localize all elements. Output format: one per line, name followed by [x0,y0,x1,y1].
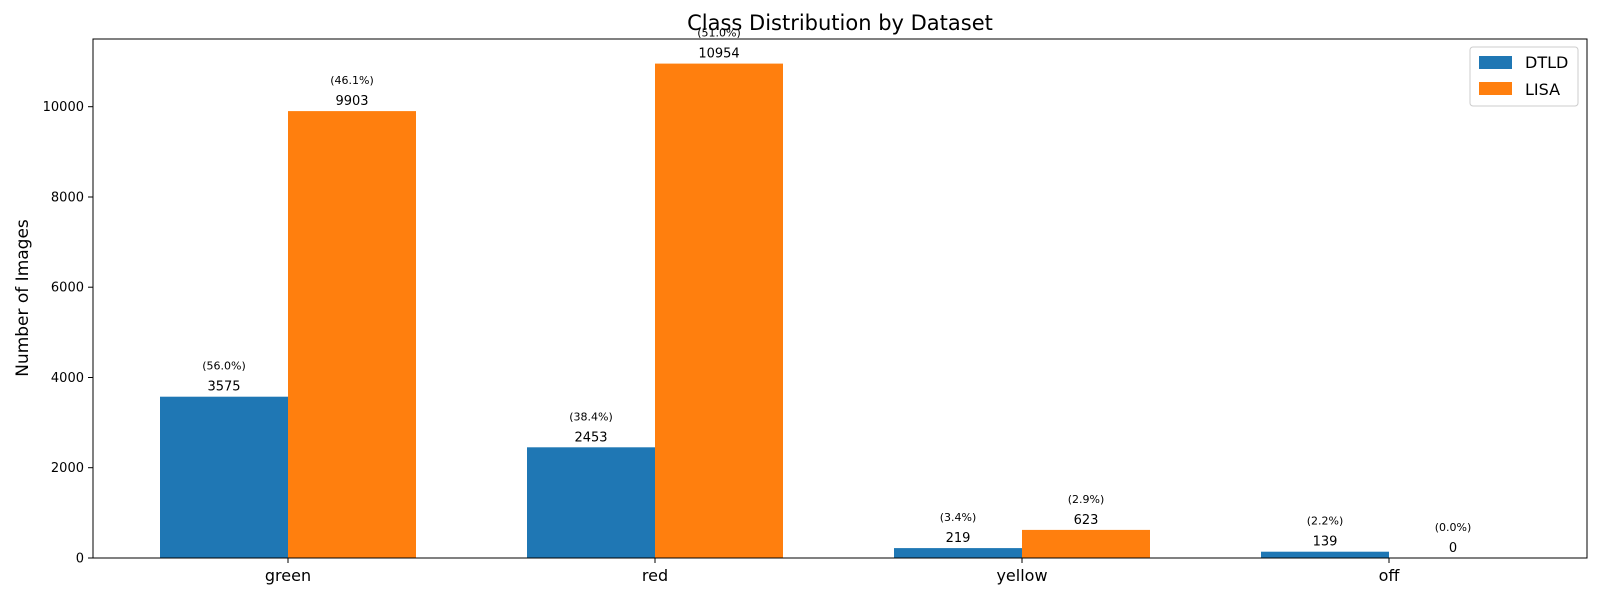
bar-dtld-red [527,447,655,558]
y-tick-label-10000: 10000 [43,100,84,115]
legend-swatch-lisa [1479,82,1512,95]
percent-label-lisa-off: (0.0%) [1435,521,1472,534]
percent-label-lisa-red: (51.0%) [697,27,741,40]
bar-dtld-yellow [894,548,1022,558]
value-label-dtld-yellow: 219 [946,531,971,546]
x-tick-label-yellow: yellow [996,566,1047,585]
legend-swatch-dtld [1479,56,1512,69]
percent-label-lisa-yellow: (2.9%) [1068,493,1105,506]
y-tick-label-8000: 8000 [51,191,84,206]
bar-lisa-red [655,63,783,558]
percent-label-dtld-off: (2.2%) [1307,515,1344,528]
bars-group [160,63,1389,558]
value-label-lisa-yellow: 623 [1074,513,1099,528]
bar-labels-group: 3575 (56.0%) 2453 (38.4%) 219 (3.4%) 139 (2.2%)… [202,27,1471,556]
y-tick-label-6000: 6000 [51,281,84,296]
percent-label-lisa-green: (46.1%) [330,74,374,87]
value-label-dtld-green: 3575 [207,380,240,395]
x-tick-label-green: green [265,566,311,585]
chart-title: Class Distribution by Dataset [687,11,993,35]
x-tick-label-off: off [1379,566,1401,585]
bar-lisa-yellow [1022,529,1150,558]
x-tick-label-red: red [642,566,668,585]
percent-label-dtld-red: (38.4%) [569,410,613,423]
y-tick-label-2000: 2000 [51,461,84,476]
bar-lisa-green [288,111,416,558]
y-axis: 0 2000 4000 6000 8000 10000 [43,100,93,567]
y-axis-label: Number of Images [13,219,33,377]
percent-label-dtld-green: (56.0%) [202,360,246,373]
y-tick-label-4000: 4000 [51,371,84,386]
legend-label-dtld: DTLD [1525,53,1568,72]
value-label-lisa-green: 9903 [335,94,368,109]
x-axis: green red yellow off [265,558,1400,585]
percent-label-dtld-yellow: (3.4%) [940,511,977,524]
value-label-lisa-red: 10954 [698,47,739,62]
legend: DTLD LISA [1469,46,1579,107]
value-label-lisa-off: 0 [1449,541,1457,556]
bar-dtld-off [1261,551,1389,558]
legend-label-lisa: LISA [1525,80,1560,99]
plot-area-frame [92,38,1588,559]
y-tick-label-0: 0 [76,552,84,567]
bar-dtld-green [160,396,288,558]
value-label-dtld-off: 139 [1313,535,1338,550]
value-label-dtld-red: 2453 [574,430,607,445]
